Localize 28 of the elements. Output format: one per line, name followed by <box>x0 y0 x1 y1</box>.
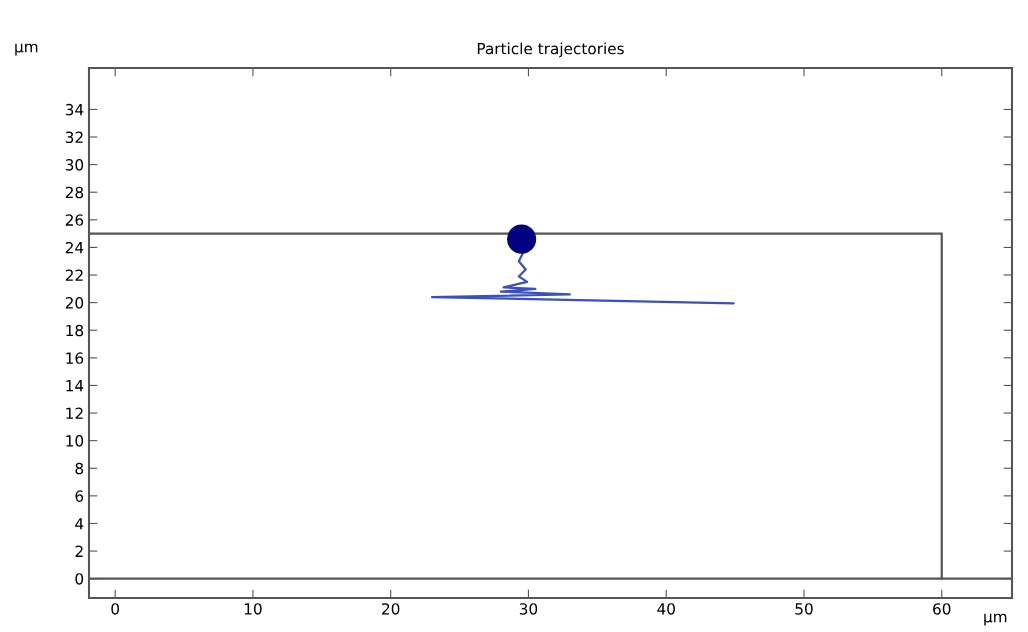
y-tick-label: 18 <box>66 324 84 337</box>
y-tick-label: 8 <box>75 462 84 475</box>
y-tick-label: 32 <box>65 131 83 144</box>
y-tick-label: 2 <box>75 545 83 557</box>
y-tick-label: 30 <box>65 159 84 171</box>
x-tick-label: 50 <box>795 603 813 615</box>
x-tick-label: 30 <box>519 603 538 615</box>
y-tick-label: 24 <box>65 241 84 254</box>
x-tick-label: 60 <box>933 603 951 615</box>
y-tick-label: 10 <box>66 435 84 447</box>
y-axis-title: µm <box>15 43 38 56</box>
x-axis-title: µm <box>984 613 1007 626</box>
y-tick-label: 28 <box>65 186 84 199</box>
y-tick-label: 20 <box>65 297 84 309</box>
x-tick-label: 10 <box>244 603 262 615</box>
y-tick-label: 6 <box>75 490 84 502</box>
x-tick-label: 0 <box>111 603 120 615</box>
y-tick-label: 26 <box>65 214 84 226</box>
y-tick-label: 14 <box>66 380 84 392</box>
x-tick-label: 40 <box>657 603 675 615</box>
y-tick-label: 0 <box>75 573 84 585</box>
y-tick-label: 16 <box>66 352 84 364</box>
y-tick-label: 22 <box>65 269 83 281</box>
chart-title: Particle trajectories <box>477 42 624 58</box>
y-tick-label: 34 <box>65 103 84 116</box>
x-tick-label: 20 <box>382 603 400 615</box>
y-tick-label: 12 <box>66 407 83 419</box>
y-tick-label: 4 <box>75 518 84 530</box>
